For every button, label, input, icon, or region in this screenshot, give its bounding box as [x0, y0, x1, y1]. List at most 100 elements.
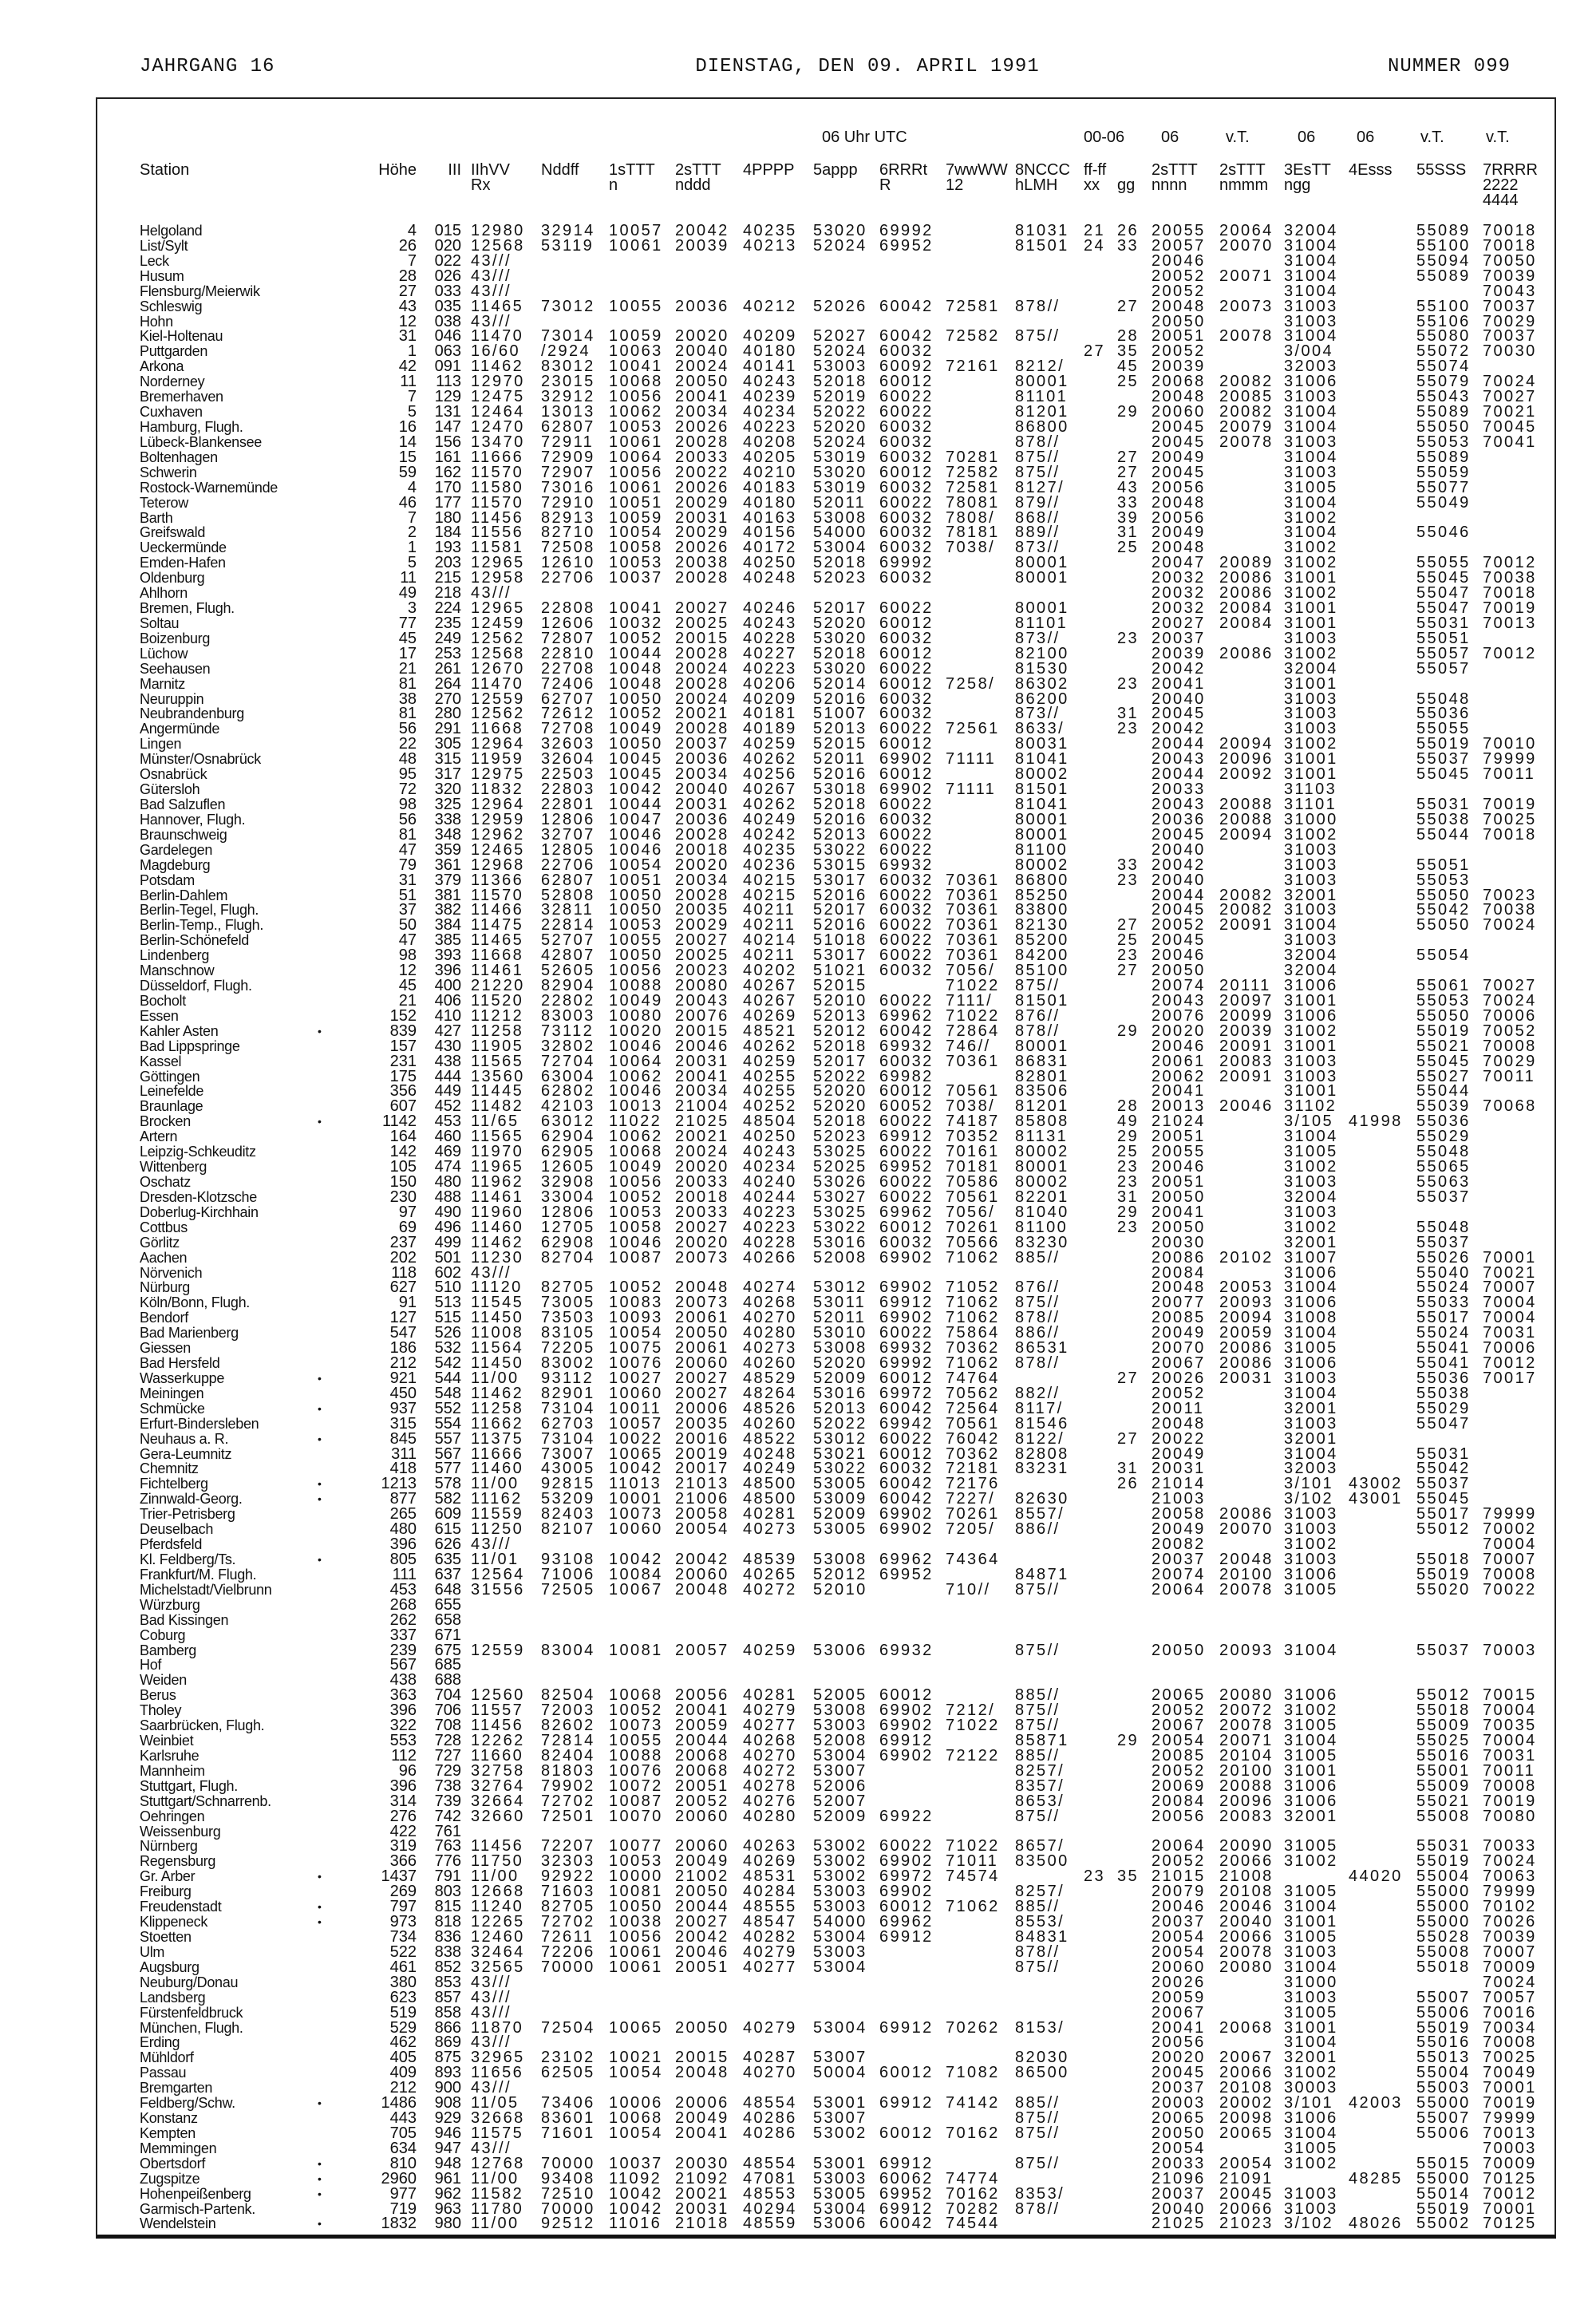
data-cell: 873//: [1015, 705, 1061, 723]
data-cell: 31003: [1284, 463, 1338, 481]
data-cell: 937: [389, 1399, 417, 1417]
data-cell: 12560: [471, 1686, 525, 1705]
data-cell: 22810: [541, 644, 595, 662]
data-cell: 55014: [1416, 2184, 1471, 2203]
data-cell: 20068: [1219, 2018, 1274, 2037]
data-cell: 22503: [541, 765, 595, 784]
data-cell: 69912: [879, 1732, 934, 1749]
mountain-station-marker: •: [318, 1492, 322, 1506]
data-cell: 32004: [1284, 659, 1338, 678]
data-cell: 31003: [1284, 1551, 1338, 1568]
data-cell: 70018: [1483, 584, 1537, 603]
column-header: 3EsTT: [1284, 161, 1331, 179]
data-cell: 55043: [1416, 388, 1471, 406]
data-cell: 53006: [813, 2215, 867, 2233]
data-cell: 20046: [1152, 1158, 1206, 1176]
data-cell: 20020: [675, 1233, 729, 1251]
data-cell: 31004: [1284, 1384, 1338, 1402]
table-row: Boizenburg 45 249 12562 72807 10052 20015 40228…: [0, 629, 1596, 647]
data-cell: 20054: [1152, 2139, 1206, 2157]
data-cell: 868//: [1015, 508, 1061, 527]
data-cell: 12964: [471, 796, 525, 813]
station-name: Angermünde: [140, 721, 220, 737]
data-cell: 60032: [879, 569, 934, 587]
data-cell: 80002: [1015, 1143, 1069, 1161]
data-cell: 31004: [1284, 493, 1338, 512]
station-name: Berlin-Temp., Flugh.: [140, 917, 264, 934]
data-cell: 80002: [1015, 856, 1069, 874]
data-cell: 95: [398, 765, 417, 784]
data-cell: 31005: [1284, 1717, 1338, 1735]
data-cell: 52016: [813, 690, 867, 708]
data-cell: 70024: [1483, 1973, 1537, 1991]
data-cell: 10058: [609, 1218, 663, 1236]
data-cell: 20100: [1219, 1565, 1274, 1583]
data-cell: 83506: [1015, 1082, 1069, 1101]
data-cell: 20038: [675, 554, 729, 572]
data-cell: 10051: [609, 493, 663, 512]
data-cell: 22808: [541, 599, 595, 617]
station-name: Husum: [140, 267, 184, 284]
data-cell: 70009: [1483, 1958, 1537, 1976]
data-cell: 52024: [813, 236, 867, 255]
data-cell: 43///: [471, 1988, 512, 2006]
data-cell: 81501: [1015, 236, 1069, 255]
data-cell: 32603: [541, 735, 595, 753]
table-row: Hamburg, Flugh. 16 147 12470 62807 10053 20026…: [0, 419, 1596, 435]
station-name: Nürburg: [140, 1279, 190, 1296]
data-cell: 12975: [471, 765, 525, 784]
data-cell: 20034: [675, 871, 729, 889]
data-cell: 230: [389, 1188, 417, 1206]
station-name: Erding: [140, 2034, 180, 2051]
data-cell: 60032: [879, 629, 934, 647]
data-cell: 52015: [813, 735, 867, 753]
data-cell: 10061: [609, 236, 663, 255]
data-cell: 86200: [1015, 690, 1069, 708]
data-cell: 52016: [813, 810, 867, 828]
data-cell: 21025: [675, 1113, 729, 1131]
data-cell: 20088: [1219, 810, 1274, 828]
data-cell: 20042: [675, 222, 729, 239]
station-name: Norderney: [140, 373, 205, 390]
data-cell: 20045: [1152, 901, 1206, 919]
table-row: Göttingen 175 444 13560 63004 10062 20041 40255…: [0, 1069, 1596, 1085]
data-cell: 70011: [1483, 1067, 1536, 1085]
data-cell: 78181: [946, 524, 1000, 542]
table-row: Bad Lippspringe 157 430 11905 32802 10046 2004…: [0, 1038, 1596, 1054]
data-cell: 69962: [879, 1551, 934, 1568]
data-cell: 31002: [1284, 735, 1338, 753]
data-cell: 20028: [675, 674, 729, 693]
data-cell: 20040: [1152, 840, 1206, 859]
data-cell: 31002: [1284, 1701, 1338, 1720]
data-cell: 55039: [1416, 1097, 1471, 1116]
data-cell: 602: [434, 1263, 461, 1282]
table-row: Klippeneck • 973 818 12265 72702 10038 20027 485…: [0, 1914, 1596, 1930]
data-cell: 60032: [879, 1460, 934, 1478]
data-cell: 74544: [946, 2215, 1000, 2233]
column-header: 2sTTT: [675, 161, 721, 179]
data-cell: 55031: [1416, 614, 1471, 632]
data-cell: 526: [434, 1324, 461, 1342]
data-cell: 20093: [1219, 1641, 1274, 1659]
table-row: Pferdsfeld 396 626 43///20082 31002 70004: [0, 1536, 1596, 1552]
data-cell: 461: [389, 1958, 417, 1976]
data-cell: 552: [434, 1399, 461, 1417]
time-label: 06: [1357, 128, 1375, 146]
data-cell: 450: [389, 1384, 417, 1402]
data-cell: 10046: [609, 840, 663, 859]
station-name: Görlitz: [140, 1234, 180, 1251]
data-cell: 23: [1117, 720, 1140, 738]
data-cell: 885//: [1015, 1686, 1061, 1705]
data-cell: 40248: [743, 1444, 797, 1463]
data-cell: 31005: [1284, 478, 1338, 496]
data-cell: 70361: [946, 1052, 1000, 1070]
data-cell: 82504: [541, 1686, 595, 1705]
station-name: Ulm: [140, 1943, 165, 1960]
data-cell: 14: [398, 433, 417, 451]
station-name: Manschnow: [140, 962, 215, 979]
data-cell: 12965: [471, 599, 525, 617]
data-cell: 20052: [1152, 1761, 1206, 1780]
table-row: Neubrandenburg 81 280 12562 72612 10052 20021 4…: [0, 705, 1596, 723]
data-cell: 40244: [743, 1188, 797, 1206]
mountain-station-marker: •: [318, 2156, 322, 2170]
